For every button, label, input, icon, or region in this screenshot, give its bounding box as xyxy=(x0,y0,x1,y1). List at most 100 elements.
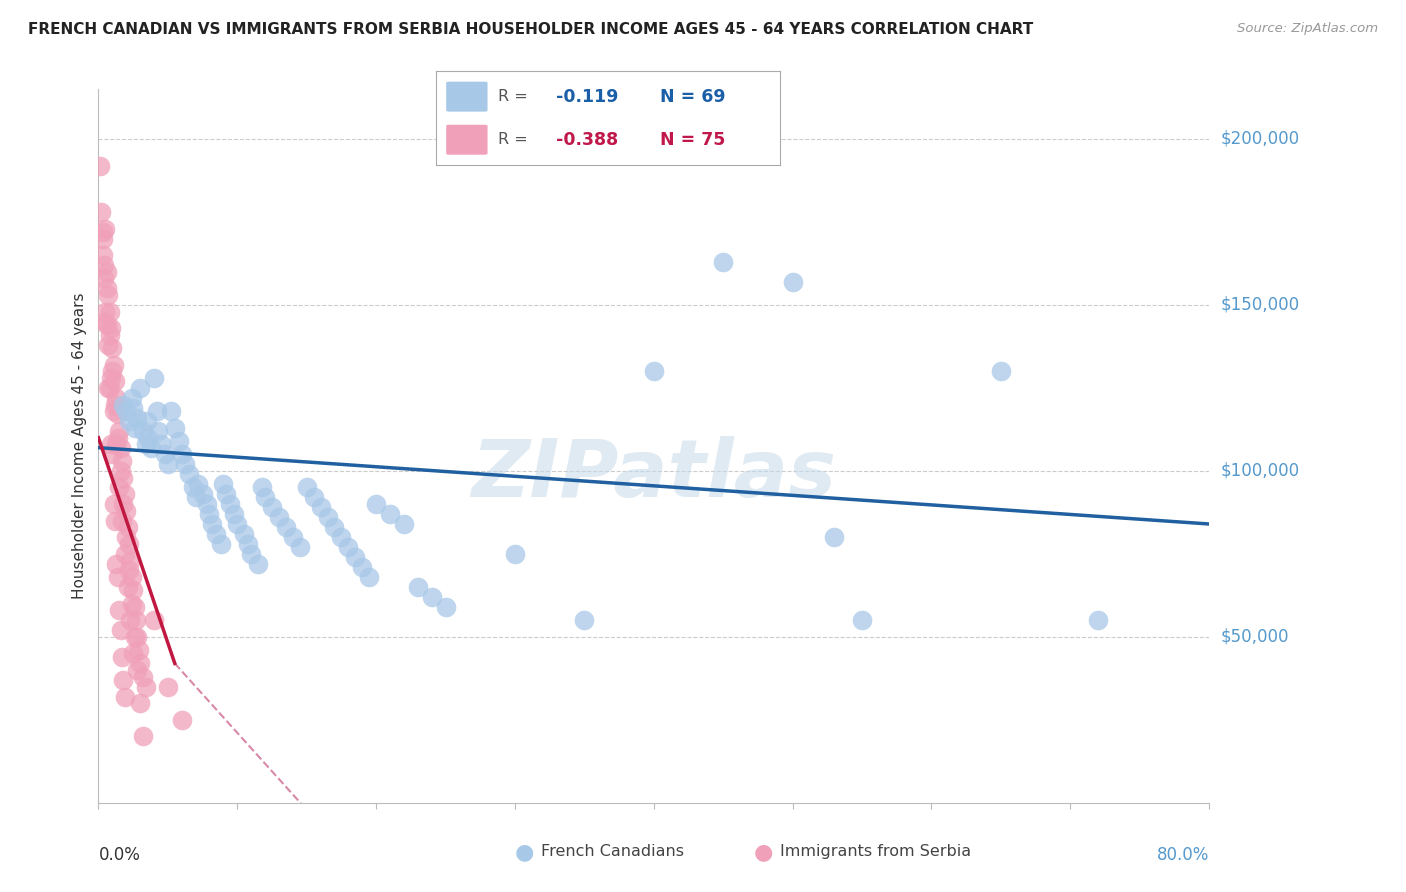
Point xyxy=(184,491,207,505)
Point xyxy=(212,477,235,491)
Point xyxy=(209,537,232,551)
Text: R =: R = xyxy=(498,132,527,147)
Point xyxy=(330,530,353,544)
Point xyxy=(110,441,132,455)
Point xyxy=(316,510,339,524)
Point xyxy=(103,497,125,511)
Point xyxy=(94,221,117,235)
Point xyxy=(170,713,193,727)
Point xyxy=(107,408,129,422)
Point xyxy=(253,491,276,505)
Point xyxy=(112,470,135,484)
Point xyxy=(121,570,143,584)
Point xyxy=(108,424,131,438)
Point xyxy=(323,520,346,534)
Point xyxy=(97,338,120,352)
Point xyxy=(98,304,121,318)
Point xyxy=(98,381,121,395)
Point xyxy=(91,248,114,262)
Point xyxy=(195,497,218,511)
Point xyxy=(233,527,256,541)
Point xyxy=(406,580,429,594)
Point xyxy=(98,327,121,342)
Point xyxy=(89,159,111,173)
Point xyxy=(392,516,415,531)
Point xyxy=(990,364,1012,378)
Point xyxy=(114,487,136,501)
Point xyxy=(302,491,325,505)
Point xyxy=(156,457,179,471)
Point xyxy=(97,288,120,302)
Point xyxy=(120,613,142,627)
Point xyxy=(359,570,381,584)
Point xyxy=(118,414,141,428)
Point xyxy=(115,504,138,518)
Point xyxy=(100,371,122,385)
Point xyxy=(135,437,157,451)
Point xyxy=(240,547,263,561)
Point xyxy=(101,364,124,378)
Point xyxy=(104,397,127,411)
Text: -0.119: -0.119 xyxy=(557,87,619,105)
Point xyxy=(110,464,132,478)
Point xyxy=(170,447,193,461)
Point xyxy=(153,447,176,461)
Point xyxy=(851,613,873,627)
Text: N = 75: N = 75 xyxy=(659,131,725,149)
Point xyxy=(224,507,246,521)
Text: FRENCH CANADIAN VS IMMIGRANTS FROM SERBIA HOUSEHOLDER INCOME AGES 45 - 64 YEARS : FRENCH CANADIAN VS IMMIGRANTS FROM SERBI… xyxy=(28,22,1033,37)
Point xyxy=(226,516,249,531)
Point xyxy=(94,304,117,318)
Point xyxy=(260,500,283,515)
Point xyxy=(103,404,125,418)
Point xyxy=(120,553,142,567)
Text: $50,000: $50,000 xyxy=(1220,628,1289,646)
Point xyxy=(96,318,118,332)
Point xyxy=(107,570,129,584)
Text: $100,000: $100,000 xyxy=(1220,462,1299,480)
Point xyxy=(91,231,114,245)
Point xyxy=(281,530,304,544)
Point xyxy=(108,481,131,495)
Point xyxy=(115,530,138,544)
Point xyxy=(101,447,124,461)
Point xyxy=(122,647,145,661)
Point xyxy=(135,680,157,694)
Point xyxy=(344,550,367,565)
Point xyxy=(252,481,274,495)
Text: 80.0%: 80.0% xyxy=(1157,846,1209,863)
Point xyxy=(121,391,143,405)
Point xyxy=(93,271,115,285)
Point xyxy=(143,613,166,627)
Point xyxy=(127,630,149,644)
Point xyxy=(201,516,224,531)
Point xyxy=(181,481,204,495)
Text: ●: ● xyxy=(515,842,534,862)
Point xyxy=(159,404,181,418)
Point xyxy=(132,670,155,684)
FancyBboxPatch shape xyxy=(446,82,488,112)
Point xyxy=(122,401,145,415)
Point xyxy=(112,397,135,411)
Point xyxy=(100,321,122,335)
Point xyxy=(124,421,146,435)
Point xyxy=(146,424,169,438)
Text: French Canadians: French Canadians xyxy=(541,845,685,859)
Point xyxy=(267,510,290,524)
Point xyxy=(105,391,128,405)
Point xyxy=(138,431,160,445)
Point xyxy=(823,530,845,544)
Point xyxy=(136,414,159,428)
Point xyxy=(104,514,127,528)
Point xyxy=(145,404,167,418)
Text: $150,000: $150,000 xyxy=(1220,296,1299,314)
Point xyxy=(238,537,260,551)
FancyBboxPatch shape xyxy=(446,125,488,154)
Text: R =: R = xyxy=(498,89,527,104)
Point xyxy=(93,258,115,272)
Point xyxy=(643,364,665,378)
Point xyxy=(96,265,118,279)
Text: Immigrants from Serbia: Immigrants from Serbia xyxy=(780,845,972,859)
Point xyxy=(187,477,209,491)
Point xyxy=(117,580,139,594)
